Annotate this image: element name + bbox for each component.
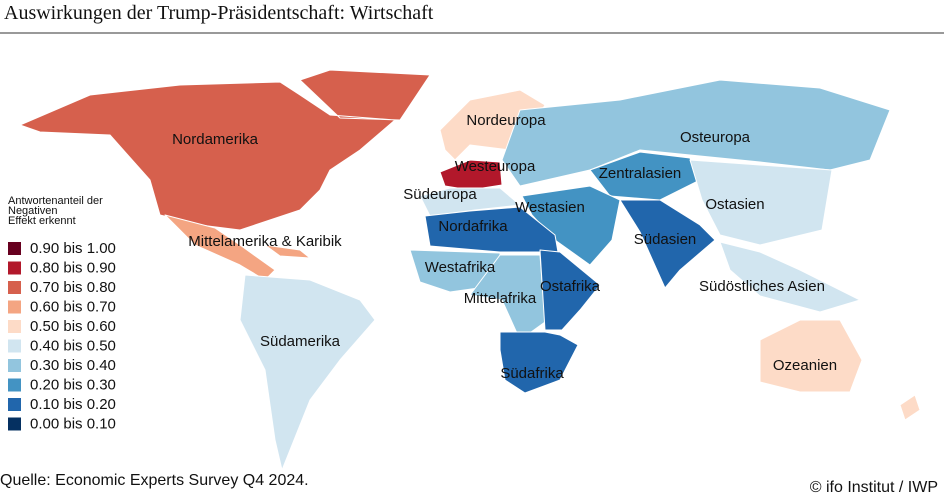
legend-swatch <box>8 300 21 314</box>
region-label: Mittelafrika <box>464 290 537 307</box>
legend-label: 0.40 bis 0.50 <box>30 337 116 354</box>
legend-swatch <box>8 398 21 411</box>
legend-swatch <box>8 339 21 353</box>
region-label: Westeuropa <box>455 158 536 175</box>
region <box>719 241 861 313</box>
region <box>239 274 376 471</box>
region-label: Nordamerika <box>172 131 259 148</box>
legend-swatch <box>8 359 21 372</box>
legend-swatch <box>8 320 21 333</box>
region <box>619 199 716 289</box>
region-label: Nordafrika <box>438 218 508 235</box>
legend-label: 0.90 bis 1.00 <box>30 240 116 257</box>
region-label: Mittelamerika & Karibik <box>188 233 342 250</box>
region-label: Ozeanien <box>773 357 837 374</box>
region-label: Südöstliches Asien <box>699 278 825 295</box>
region-label: Ostafrika <box>540 278 601 295</box>
region-label: Südasien <box>634 231 697 248</box>
region-label: Südafrika <box>500 365 564 382</box>
region-label: Westasien <box>515 199 585 216</box>
legend-label: 0.20 bis 0.30 <box>30 376 116 393</box>
region <box>19 69 431 231</box>
region <box>689 159 833 246</box>
title: Auswirkungen der Trump-Präsidentschaft: … <box>4 2 434 24</box>
regions <box>19 69 921 471</box>
legend-title: Negativen <box>8 205 58 217</box>
region <box>759 319 921 421</box>
legend-label: 0.00 bis 0.10 <box>30 415 116 432</box>
legend-label: 0.50 bis 0.60 <box>30 318 116 335</box>
region <box>439 159 503 191</box>
copyright: © ifo Institut / IWP <box>810 479 938 496</box>
legend-label: 0.10 bis 0.20 <box>30 396 116 413</box>
region-label: Südamerika <box>260 333 341 350</box>
legend-label: 0.30 bis 0.40 <box>30 357 116 374</box>
region <box>499 331 579 394</box>
legend-label: 0.70 bis 0.80 <box>30 279 116 296</box>
region-labels: Nordamerika Mittelamerika & Karibik Südame… <box>172 112 837 382</box>
legend-label: 0.80 bis 0.90 <box>30 259 116 276</box>
legend-swatch <box>8 261 21 275</box>
legend-swatch <box>8 281 21 294</box>
legend-swatch <box>8 417 21 431</box>
legend-title: Effekt erkennt <box>8 215 76 227</box>
source: Quelle: Economic Experts Survey Q4 2024. <box>0 472 309 489</box>
region-label: Südeuropa <box>403 186 477 203</box>
legend-label: 0.60 bis 0.70 <box>30 298 116 315</box>
legend-swatch <box>8 242 21 255</box>
legend-title: Antwortenanteil der <box>8 195 103 207</box>
region <box>164 214 311 281</box>
region-label: Osteuropa <box>680 129 751 146</box>
region-label: Nordeuropa <box>466 112 546 129</box>
region <box>539 249 601 331</box>
legend-swatch <box>8 378 21 392</box>
region-label: Westafrika <box>425 259 496 276</box>
region-label: Ostasien <box>705 196 764 213</box>
region-label: Zentralasien <box>599 165 682 182</box>
region <box>424 206 559 253</box>
